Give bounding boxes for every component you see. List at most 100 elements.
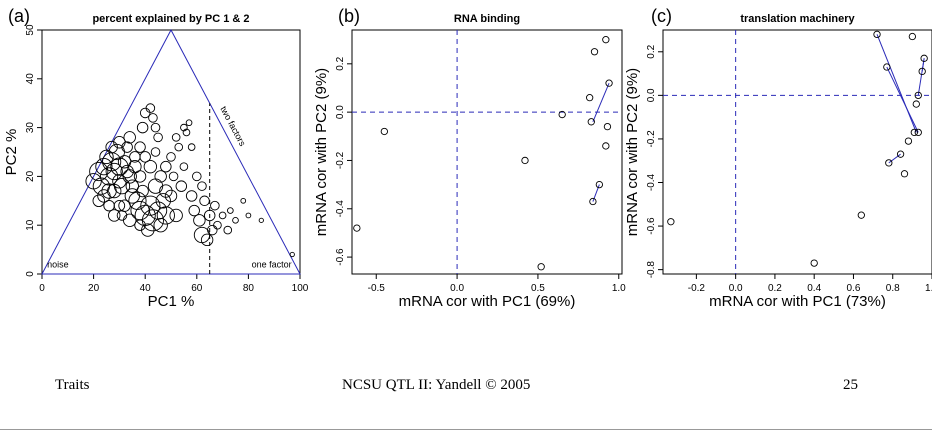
data-point [353, 224, 361, 232]
y-tick-label: -0.2 [335, 151, 346, 169]
x-tick-label: -0.2 [688, 283, 706, 294]
data-point [883, 63, 891, 71]
data-point [586, 93, 594, 102]
data-point [885, 159, 893, 167]
data-point [904, 137, 913, 145]
x-tick-label: 1.0 [925, 283, 932, 294]
x-axis-label: mRNA cor with PC1 (69%) [399, 293, 576, 310]
data-point [240, 197, 247, 204]
data-point [154, 170, 167, 183]
chart-title: translation machinery [740, 13, 855, 25]
data-point [912, 100, 920, 108]
data-point [558, 110, 566, 119]
link-segment [592, 184, 600, 202]
data-point [218, 211, 227, 220]
data-point [199, 195, 210, 207]
y-tick-label: -0.6 [646, 217, 657, 235]
data-point [914, 128, 922, 137]
data-point [185, 119, 193, 127]
data-point [166, 152, 176, 162]
data-point [164, 189, 178, 203]
data-point [174, 142, 184, 152]
link-segment [921, 58, 925, 72]
data-point [900, 170, 909, 178]
x-tick-label: 0.5 [531, 283, 545, 294]
data-point [380, 127, 388, 136]
data-point [918, 67, 926, 76]
data-point [125, 179, 139, 193]
plot-frame [41, 29, 301, 275]
x-axis-label: PC1 % [148, 293, 195, 310]
data-point [590, 48, 599, 56]
y-axis-label: mRNA cor with PC2 (9%) [624, 68, 641, 236]
x-tick-label: 60 [191, 283, 203, 294]
data-point [213, 220, 222, 230]
data-point [160, 160, 172, 173]
data-point [896, 150, 905, 158]
y-tick-label: 20 [25, 170, 36, 182]
data-point [603, 122, 612, 131]
data-point [156, 206, 175, 225]
data-point [95, 158, 113, 176]
data-point [197, 181, 207, 191]
data-point [112, 174, 127, 189]
link-segment [592, 82, 610, 122]
data-point [89, 161, 109, 182]
data-point [141, 209, 164, 232]
link-segment [888, 153, 901, 164]
x-tick-label: 0.0 [729, 283, 743, 294]
data-point [123, 213, 137, 228]
data-point [99, 167, 119, 186]
data-point [188, 204, 200, 217]
panel-b-rna-binding: (b) RNA binding -0.5 0.0 0.5 1.0 -0.6 -0.4 -0.2 0… [313, 6, 626, 310]
figure: (a) percent explained by PC 1 & 2 0 20 40 60 8… [3, 6, 932, 310]
data-point [203, 209, 216, 222]
y-axis-label: PC2 % [3, 129, 20, 176]
y-axis-label: mRNA cor with PC2 (9%) [313, 68, 330, 236]
data-point [134, 219, 146, 231]
data-point [192, 171, 202, 182]
data-point [587, 118, 595, 126]
data-point [150, 147, 161, 157]
x-axis-label: mRNA cor with PC1 (73%) [709, 293, 886, 310]
data-point [121, 141, 133, 153]
data-point [134, 141, 146, 153]
data-point [147, 178, 164, 194]
data-point [105, 140, 118, 154]
data-point [182, 128, 191, 137]
data-point [175, 180, 188, 192]
data-point [101, 183, 117, 199]
data-point [232, 216, 239, 224]
footer-page-number: 25 [843, 377, 858, 393]
x-tick-label: 20 [88, 283, 100, 294]
data-point [857, 211, 865, 219]
data-point [168, 171, 179, 182]
data-point [103, 199, 115, 212]
x-tick-label: 0.2 [768, 283, 782, 294]
data-point [667, 218, 675, 226]
x-tick-label: 100 [292, 283, 309, 294]
x-tick-label: 1.0 [612, 283, 626, 294]
data-point [153, 218, 168, 233]
data-point [113, 199, 126, 212]
chart-title: percent explained by PC 1 & 2 [92, 13, 249, 25]
data-point [602, 36, 610, 44]
data-point [141, 223, 155, 237]
data-point [605, 79, 613, 87]
link-segment [886, 66, 919, 133]
data-point [128, 159, 142, 174]
data-point [143, 159, 158, 174]
y-tick-label: 0.2 [335, 56, 346, 70]
data-point [227, 207, 234, 214]
data-point [245, 212, 252, 219]
data-point [105, 162, 123, 181]
data-point [193, 214, 206, 227]
plot-frame [351, 29, 623, 275]
data-point [187, 143, 196, 151]
data-point [145, 103, 156, 113]
footer-divider [0, 429, 932, 430]
y-tick-label: -0.2 [646, 130, 657, 148]
data-point [139, 107, 151, 119]
data-point [159, 184, 173, 198]
data-point [185, 190, 198, 202]
